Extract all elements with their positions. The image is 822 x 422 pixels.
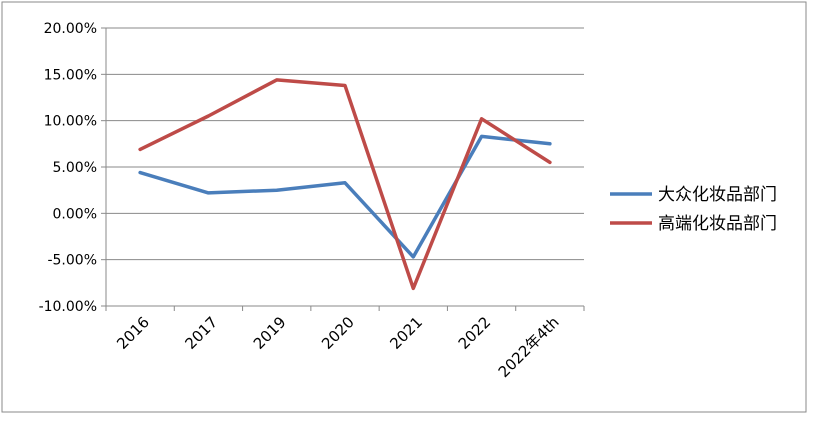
- y-axis-tick-label: -5.00%: [47, 253, 97, 269]
- y-axis-tick-label: 0.00%: [53, 206, 97, 222]
- legend-label: 高端化妆品部门: [658, 214, 777, 234]
- y-axis-tick-label: 15.00%: [44, 67, 97, 83]
- y-axis-tick-label: 20.00%: [44, 21, 97, 37]
- y-axis-tick-label: -10.00%: [39, 299, 97, 315]
- legend-label: 大众化妆品部门: [658, 185, 777, 205]
- y-axis-tick-label: 10.00%: [44, 114, 97, 130]
- y-axis-tick-label: 5.00%: [53, 160, 97, 176]
